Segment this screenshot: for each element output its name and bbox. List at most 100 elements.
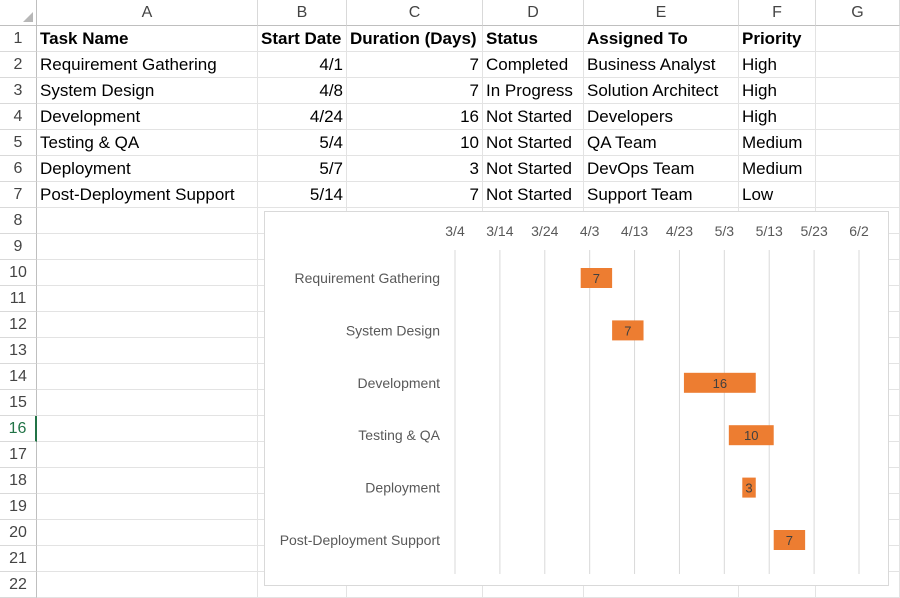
priority-cell[interactable]: Low <box>739 182 816 208</box>
status-cell[interactable]: Not Started <box>483 156 584 182</box>
cell[interactable] <box>37 546 258 572</box>
row-header-16[interactable]: 16 <box>0 416 37 442</box>
assigned-to-cell[interactable]: Business Analyst <box>584 52 739 78</box>
task-name-cell[interactable]: Requirement Gathering <box>37 52 258 78</box>
duration-cell[interactable]: 10 <box>347 130 483 156</box>
cell[interactable] <box>816 182 900 208</box>
status-cell[interactable]: Not Started <box>483 182 584 208</box>
cell[interactable] <box>37 364 258 390</box>
status-cell[interactable]: Not Started <box>483 130 584 156</box>
task-name-cell[interactable]: Deployment <box>37 156 258 182</box>
status-cell[interactable]: In Progress <box>483 78 584 104</box>
header-start-date[interactable]: Start Date <box>258 26 347 52</box>
row-header-8[interactable]: 8 <box>0 208 37 234</box>
cell[interactable] <box>37 390 258 416</box>
row-header-4[interactable]: 4 <box>0 104 37 130</box>
row-header-18[interactable]: 18 <box>0 468 37 494</box>
priority-cell[interactable]: Medium <box>739 156 816 182</box>
task-name-cell[interactable]: Post-Deployment Support <box>37 182 258 208</box>
duration-cell[interactable]: 7 <box>347 52 483 78</box>
cell[interactable] <box>37 468 258 494</box>
cell[interactable] <box>37 338 258 364</box>
row-header-7[interactable]: 7 <box>0 182 37 208</box>
row-header-13[interactable]: 13 <box>0 338 37 364</box>
cell[interactable] <box>37 208 258 234</box>
row-header-21[interactable]: 21 <box>0 546 37 572</box>
duration-cell[interactable]: 7 <box>347 78 483 104</box>
gantt-chart[interactable]: 3/4 3/14 3/24 4/3 4/13 4/23 5/3 5/13 5/23 6/2 Requ… <box>264 211 889 586</box>
task-name-cell[interactable]: System Design <box>37 78 258 104</box>
cell[interactable] <box>37 442 258 468</box>
status-cell[interactable]: Not Started <box>483 104 584 130</box>
cell[interactable] <box>816 156 900 182</box>
cell[interactable] <box>816 104 900 130</box>
duration-cell[interactable]: 7 <box>347 182 483 208</box>
header-duration[interactable]: Duration (Days) <box>347 26 483 52</box>
cell[interactable] <box>37 494 258 520</box>
cell[interactable] <box>37 260 258 286</box>
duration-cell[interactable]: 3 <box>347 156 483 182</box>
column-header-g[interactable]: G <box>816 0 900 26</box>
row-header-2[interactable]: 2 <box>0 52 37 78</box>
task-name-cell[interactable]: Development <box>37 104 258 130</box>
row-header-6[interactable]: 6 <box>0 156 37 182</box>
start-date-cell[interactable]: 4/1 <box>258 52 347 78</box>
row-header-15[interactable]: 15 <box>0 390 37 416</box>
header-task-name[interactable]: Task Name <box>37 26 258 52</box>
assigned-to-cell[interactable]: QA Team <box>584 130 739 156</box>
task-name-cell[interactable]: Testing & QA <box>37 130 258 156</box>
start-date-cell[interactable]: 5/7 <box>258 156 347 182</box>
cell[interactable] <box>37 572 258 598</box>
start-date-cell[interactable]: 4/8 <box>258 78 347 104</box>
start-date-cell[interactable]: 5/4 <box>258 130 347 156</box>
status-cell[interactable]: Completed <box>483 52 584 78</box>
assigned-to-cell[interactable]: DevOps Team <box>584 156 739 182</box>
header-assigned-to[interactable]: Assigned To <box>584 26 739 52</box>
x-tick-label: 3/4 <box>445 223 465 239</box>
priority-cell[interactable]: Medium <box>739 130 816 156</box>
header-status[interactable]: Status <box>483 26 584 52</box>
cell[interactable] <box>37 234 258 260</box>
priority-cell[interactable]: High <box>739 52 816 78</box>
assigned-to-cell[interactable]: Solution Architect <box>584 78 739 104</box>
cell[interactable] <box>37 286 258 312</box>
assigned-to-cell[interactable]: Developers <box>584 104 739 130</box>
select-all-corner[interactable] <box>0 0 37 26</box>
cell[interactable] <box>37 312 258 338</box>
row-header-20[interactable]: 20 <box>0 520 37 546</box>
row-header-1[interactable]: 1 <box>0 26 37 52</box>
row-header-9[interactable]: 9 <box>0 234 37 260</box>
cell[interactable] <box>816 78 900 104</box>
row-header-3[interactable]: 3 <box>0 78 37 104</box>
column-header-f[interactable]: F <box>739 0 816 26</box>
start-date-cell[interactable]: 4/24 <box>258 104 347 130</box>
row-header-22[interactable]: 22 <box>0 572 37 598</box>
duration-cell[interactable]: 16 <box>347 104 483 130</box>
cell[interactable] <box>37 520 258 546</box>
row-header-19[interactable]: 19 <box>0 494 37 520</box>
column-header-e[interactable]: E <box>584 0 739 26</box>
y-category-label: Deployment <box>365 480 440 496</box>
cell[interactable] <box>816 26 900 52</box>
row-header-5[interactable]: 5 <box>0 130 37 156</box>
cell[interactable] <box>37 416 258 442</box>
row-header-12[interactable]: 12 <box>0 312 37 338</box>
column-header-c[interactable]: C <box>347 0 483 26</box>
column-header-a[interactable]: A <box>37 0 258 26</box>
header-priority[interactable]: Priority <box>739 26 816 52</box>
row-header-10[interactable]: 10 <box>0 260 37 286</box>
bar-data-label: 7 <box>593 271 600 286</box>
column-header-b[interactable]: B <box>258 0 347 26</box>
y-category-label: System Design <box>346 322 440 338</box>
row-header-14[interactable]: 14 <box>0 364 37 390</box>
row-header-17[interactable]: 17 <box>0 442 37 468</box>
assigned-to-cell[interactable]: Support Team <box>584 182 739 208</box>
priority-cell[interactable]: High <box>739 78 816 104</box>
cell[interactable] <box>816 130 900 156</box>
row-header-11[interactable]: 11 <box>0 286 37 312</box>
priority-cell[interactable]: High <box>739 104 816 130</box>
start-date-cell[interactable]: 5/14 <box>258 182 347 208</box>
gantt-chart-svg: 3/4 3/14 3/24 4/3 4/13 4/23 5/3 5/13 5/23 6/2 Requ… <box>280 223 869 574</box>
cell[interactable] <box>816 52 900 78</box>
column-header-d[interactable]: D <box>483 0 584 26</box>
